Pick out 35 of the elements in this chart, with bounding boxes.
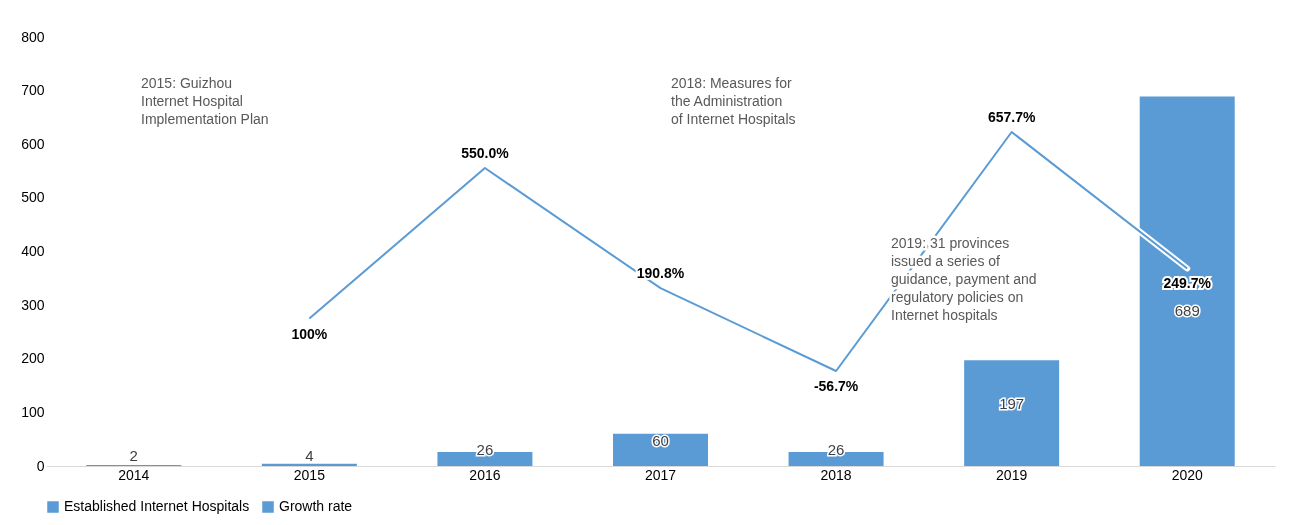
data-label: 550.0% [461, 145, 510, 162]
y-tick-label: 800 [21, 28, 45, 45]
data-label: 2 [129, 447, 138, 465]
x-tick-label: 2020 [1171, 466, 1203, 483]
y-tick-label: 200 [21, 350, 45, 367]
bar [261, 463, 357, 466]
x-tick-label: 2014 [118, 466, 150, 483]
annotation: 2015: Guizhou Internet Hospital Implementation Plan [141, 75, 269, 127]
annotation: 2018: Measures for the Administration of Internet Hospitals [671, 75, 796, 127]
x-tick-label: 2017 [644, 466, 677, 483]
y-tick-label: 600 [21, 135, 45, 152]
data-label: 100% [291, 325, 328, 342]
bar [1139, 96, 1235, 466]
data-label: 689 [1174, 302, 1200, 320]
data-label: 197 [999, 395, 1025, 413]
y-tick-label: 300 [21, 296, 45, 313]
x-tick-label: 2019 [996, 466, 1028, 483]
data-label: 657.7% [987, 109, 1036, 125]
data-label: 60 [652, 431, 669, 449]
x-tick-label: 2015 [293, 466, 326, 483]
data-label: 4 [305, 446, 314, 464]
bar [964, 360, 1060, 466]
x-tick-label: 2016 [469, 466, 501, 483]
x-tick-label: 2018 [820, 466, 852, 483]
data-label: -56.7% [813, 378, 859, 394]
y-tick-label: 100 [21, 403, 45, 420]
y-tick-label: 0 [36, 457, 45, 474]
legend-label: Growth rate [279, 498, 353, 514]
data-label: 249.7% [1163, 275, 1212, 292]
y-tick-label: 700 [21, 82, 45, 99]
y-tick-label: 500 [21, 189, 45, 206]
legend-label: Established Internet Hospitals [64, 498, 250, 514]
data-label: 190.8% [636, 265, 685, 282]
bar [613, 433, 708, 466]
y-tick-label: 400 [21, 243, 45, 259]
